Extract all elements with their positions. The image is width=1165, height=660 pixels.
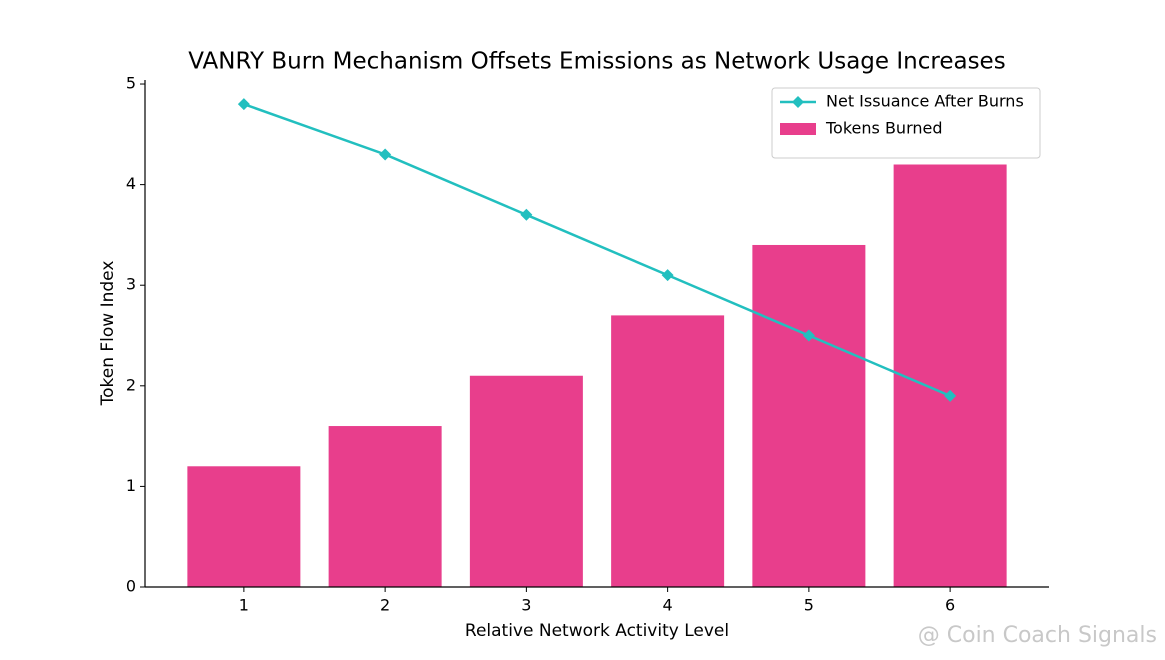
x-tick-label: 3 <box>521 596 531 615</box>
legend-label: Tokens Burned <box>825 119 943 138</box>
legend-frame <box>771 87 1041 159</box>
bar <box>469 375 583 587</box>
x-tick-label: 6 <box>945 596 955 615</box>
y-tick-label: 2 <box>126 375 136 394</box>
chart-title: VANRY Burn Mechanism Offsets Emissions a… <box>188 49 1005 75</box>
bar <box>187 466 301 587</box>
marker <box>520 208 533 221</box>
bar <box>611 315 725 587</box>
marker <box>802 329 815 342</box>
watermark: @ Coin Coach Signals <box>918 623 1157 648</box>
x-tick-label: 2 <box>380 596 390 615</box>
x-tick-label: 4 <box>663 596 673 615</box>
marker <box>661 269 674 282</box>
y-tick-label: 1 <box>126 476 136 495</box>
x-tick-label: 1 <box>239 596 249 615</box>
x-tick-label: 5 <box>804 596 814 615</box>
marker <box>944 389 957 402</box>
bar <box>328 426 442 587</box>
y-tick-label: 4 <box>126 174 136 193</box>
line <box>243 102 951 398</box>
y-tick-label: 3 <box>126 275 136 294</box>
legend-swatch <box>780 123 816 135</box>
bar <box>893 164 1007 587</box>
y-tick-label: 0 <box>126 577 136 596</box>
y-axis-label: Token Flow Index <box>98 261 118 407</box>
marker <box>237 98 250 111</box>
bar <box>752 244 866 587</box>
x-axis-label: Relative Network Activity Level <box>465 621 729 641</box>
legend: Net Issuance After Burns Tokens Burned <box>771 87 1041 159</box>
y-tick-label: 5 <box>126 74 136 93</box>
legend-label: Net Issuance After Burns <box>826 92 1024 111</box>
marker <box>379 148 392 161</box>
legend-marker <box>792 96 804 108</box>
